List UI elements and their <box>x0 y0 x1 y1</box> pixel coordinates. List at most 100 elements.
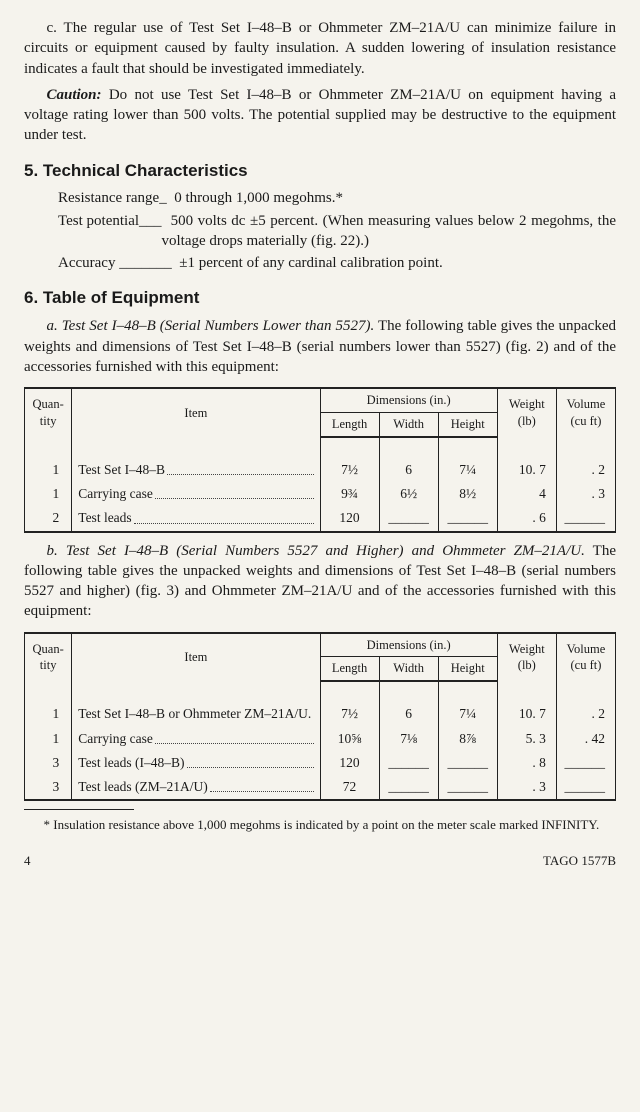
table-cell: 8⅞ <box>438 727 497 751</box>
table-cell: ______ <box>556 751 615 775</box>
table-cell: 7⅛ <box>379 727 438 751</box>
paragraph-c: c. The regular use of Test Set I–48–B or… <box>24 18 616 79</box>
table-cell: 10⅝ <box>320 727 379 751</box>
spec-value: 500 volts dc ±5 percent. (When measuring… <box>162 211 616 252</box>
page-number: 4 <box>24 852 31 870</box>
table-row: 3Test leads (I–48–B)120____________. 8__… <box>25 751 616 775</box>
table-cell: 7¼ <box>438 458 497 482</box>
th-qty: Quan- tity <box>25 388 72 437</box>
table-cell: ______ <box>556 506 615 531</box>
th-height: Height <box>438 413 497 437</box>
spec-label: Resistance range_ <box>58 188 167 208</box>
table-cell: 5. 3 <box>497 727 556 751</box>
spec-label: Accuracy _______ <box>58 253 172 273</box>
equipment-table-b: Quan- tity Item Dimensions (in.) Weight … <box>24 632 616 802</box>
table-cell: 72 <box>320 775 379 800</box>
spec-label: Test potential___ <box>58 211 162 252</box>
table-row: 3Test leads (ZM–21A/U)72____________. 3_… <box>25 775 616 800</box>
table-cell: Test leads (I–48–B) <box>72 751 320 775</box>
table-cell: 6 <box>379 702 438 726</box>
table-cell: . 6 <box>497 506 556 531</box>
th-item: Item <box>72 633 320 682</box>
table-cell: . 2 <box>556 702 615 726</box>
spec-value: ±1 percent of any cardinal calibration p… <box>172 253 616 273</box>
spec-row: Resistance range_ 0 through 1,000 megohm… <box>58 188 616 208</box>
table-cell: Carrying case <box>72 727 320 751</box>
table-cell: 6 <box>379 458 438 482</box>
table-cell: 1 <box>25 458 72 482</box>
table-cell: 8½ <box>438 482 497 506</box>
doc-reference: TAGO 1577B <box>543 852 616 870</box>
table-cell: 120 <box>320 751 379 775</box>
table-cell: ______ <box>438 751 497 775</box>
table-cell: ______ <box>438 506 497 531</box>
table-cell: 10. 7 <box>497 702 556 726</box>
section-5-heading: 5. Technical Characteristics <box>24 160 616 183</box>
table-cell: Test leads (ZM–21A/U) <box>72 775 320 800</box>
table-cell: 7¼ <box>438 702 497 726</box>
table-cell: ______ <box>379 751 438 775</box>
th-dims: Dimensions (in.) <box>320 633 497 657</box>
th-length: Length <box>320 657 379 681</box>
sub-b-label: b. Test Set I–48–B <box>47 543 169 559</box>
th-width: Width <box>379 657 438 681</box>
th-weight: Weight (lb) <box>497 388 556 437</box>
table-cell: 9¾ <box>320 482 379 506</box>
footnote-rule <box>24 809 134 810</box>
table-cell: 4 <box>497 482 556 506</box>
th-volume: Volume (cu ft) <box>556 388 615 437</box>
table-cell: ______ <box>556 775 615 800</box>
th-item: Item <box>72 388 320 437</box>
caution-paragraph: Caution: Do not use Test Set I–48–B or O… <box>24 85 616 146</box>
spec-value: 0 through 1,000 megohms.* <box>167 188 616 208</box>
caution-text: Do not use Test Set I–48–B or Ohmmeter Z… <box>24 87 616 144</box>
table-cell: Test Set I–48–B <box>72 458 320 482</box>
th-qty: Quan- tity <box>25 633 72 682</box>
subsection-b: b. Test Set I–48–B (Serial Numbers 5527 … <box>24 541 616 622</box>
table-cell: 10. 7 <box>497 458 556 482</box>
sub-a-label: a. Test Set I–48–B <box>47 318 156 334</box>
table-cell: . 2 <box>556 458 615 482</box>
table-cell: 7½ <box>320 458 379 482</box>
page-footer: 4 TAGO 1577B <box>24 852 616 870</box>
table-cell: 3 <box>25 775 72 800</box>
th-volume: Volume (cu ft) <box>556 633 615 682</box>
table-cell: Test Set I–48–B or Ohmmeter ZM–21A/U. <box>72 702 320 726</box>
table-cell: ______ <box>379 506 438 531</box>
table-cell: 7½ <box>320 702 379 726</box>
table-row: 1Test Set I–48–B7½67¼10. 7. 2 <box>25 458 616 482</box>
table-cell: . 8 <box>497 751 556 775</box>
table-cell: . 3 <box>556 482 615 506</box>
table-row: 1Carrying case9¾6½8½4. 3 <box>25 482 616 506</box>
th-width: Width <box>379 413 438 437</box>
table-cell: Test leads <box>72 506 320 531</box>
table-cell: 6½ <box>379 482 438 506</box>
table-cell: 1 <box>25 482 72 506</box>
subsection-a: a. Test Set I–48–B (Serial Numbers Lower… <box>24 316 616 377</box>
table-cell: 2 <box>25 506 72 531</box>
table-row: 1Test Set I–48–B or Ohmmeter ZM–21A/U.7½… <box>25 702 616 726</box>
th-length: Length <box>320 413 379 437</box>
table-cell: 3 <box>25 751 72 775</box>
spec-list: Resistance range_ 0 through 1,000 megohm… <box>24 188 616 273</box>
caution-label: Caution: <box>47 87 102 103</box>
table-cell: ______ <box>438 775 497 800</box>
table-cell: Carrying case <box>72 482 320 506</box>
th-dims: Dimensions (in.) <box>320 388 497 412</box>
table-cell: . 42 <box>556 727 615 751</box>
table-cell: ______ <box>379 775 438 800</box>
spec-row: Accuracy _______ ±1 percent of any cardi… <box>58 253 616 273</box>
table-cell: 1 <box>25 727 72 751</box>
equipment-table-a: Quan- tity Item Dimensions (in.) Weight … <box>24 387 616 532</box>
th-height: Height <box>438 657 497 681</box>
footnote: * Insulation resistance above 1,000 mego… <box>24 816 616 834</box>
spec-row: Test potential___ 500 volts dc ±5 percen… <box>58 211 616 252</box>
table-cell: 1 <box>25 702 72 726</box>
table-row: 1Carrying case10⅝7⅛8⅞5. 3. 42 <box>25 727 616 751</box>
sub-a-paren: (Serial Numbers Lower than 5527). <box>156 318 375 334</box>
sub-b-paren: (Serial Numbers 5527 and Higher) and Ohm… <box>168 543 585 559</box>
section-6-heading: 6. Table of Equipment <box>24 287 616 310</box>
th-weight: Weight (lb) <box>497 633 556 682</box>
table-row: 2Test leads120____________. 6______ <box>25 506 616 531</box>
table-cell: 120 <box>320 506 379 531</box>
